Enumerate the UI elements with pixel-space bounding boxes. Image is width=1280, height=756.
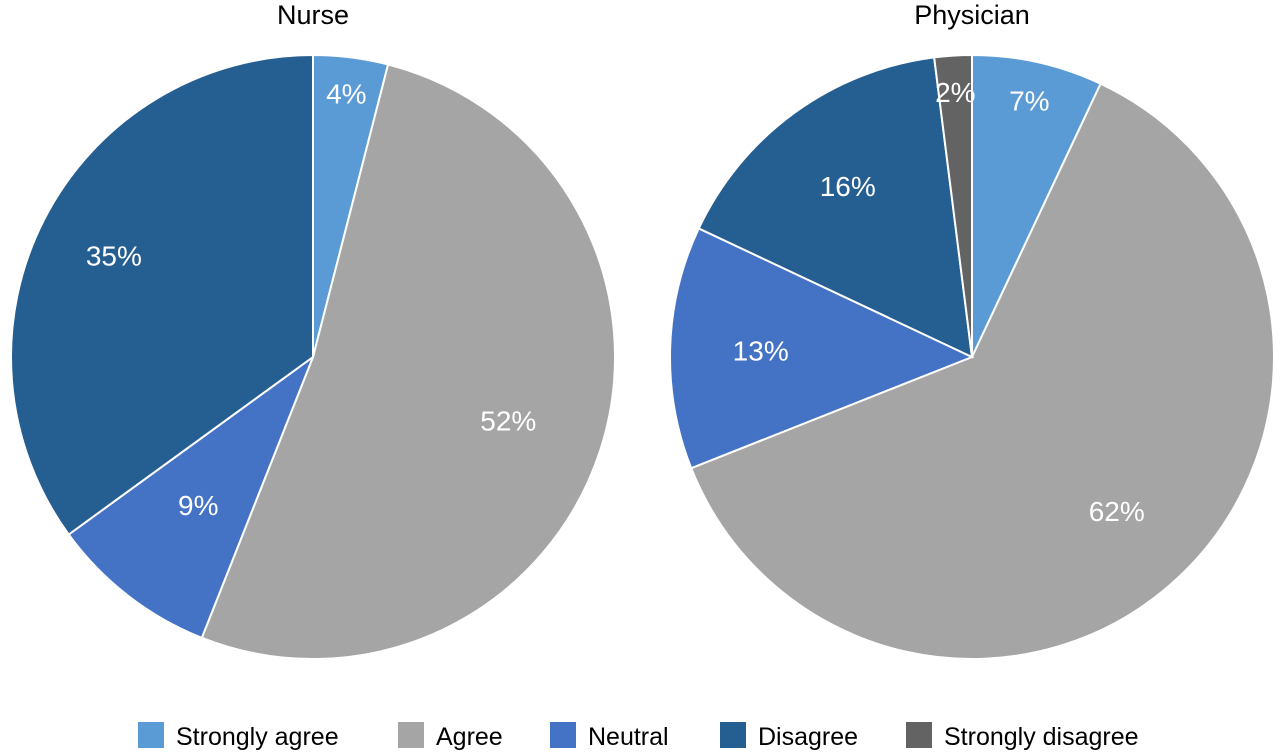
- legend-swatch-strongly-disagree: [906, 722, 932, 748]
- data-label-disagree: 35%: [86, 241, 142, 272]
- data-label-neutral: 9%: [178, 490, 218, 521]
- legend-swatch-strongly-agree: [138, 722, 164, 748]
- data-label-neutral: 13%: [733, 335, 789, 366]
- pie-slice-agree: [200, 63, 616, 661]
- pie-nurse: 4% 52% 9% 35%: [10, 53, 616, 661]
- chart-title-physician: Physician: [914, 0, 1030, 30]
- pie-slice-disagree: [697, 56, 974, 359]
- pie-slice-agree: [689, 82, 1275, 660]
- pie-slice-disagree: [10, 53, 314, 536]
- legend-label-disagree: Disagree: [758, 723, 858, 751]
- data-label-strongly-agree: 7%: [1009, 86, 1049, 117]
- legend-label-neutral: Neutral: [588, 723, 669, 751]
- data-label-agree: 62%: [1089, 496, 1145, 527]
- pie-slice-neutral: [669, 227, 975, 470]
- legend-swatch-neutral: [550, 722, 576, 748]
- pie-slice-neutral: [67, 354, 316, 640]
- chart-title-nurse: Nurse: [277, 0, 349, 30]
- legend-label-strongly-agree: Strongly agree: [176, 723, 339, 751]
- data-label-strongly-agree: 4%: [326, 78, 366, 109]
- pie-slice-strongly-agree: [971, 53, 1102, 358]
- data-label-strongly-disagree: 2%: [935, 77, 975, 108]
- data-label-disagree: 16%: [820, 171, 876, 202]
- legend-label-agree: Agree: [436, 723, 503, 751]
- legend-label-strongly-disagree: Strongly disagree: [944, 723, 1139, 751]
- legend-swatch-disagree: [720, 722, 746, 748]
- pie-physician: 7% 62% 13% 16% 2%: [669, 53, 1275, 660]
- pie-slice-strongly-disagree: [933, 53, 973, 358]
- legend-swatch-agree: [398, 722, 424, 748]
- data-label-agree: 52%: [480, 405, 536, 436]
- legend: Strongly agree Agree Neutral Disagree Strong…: [138, 722, 1139, 751]
